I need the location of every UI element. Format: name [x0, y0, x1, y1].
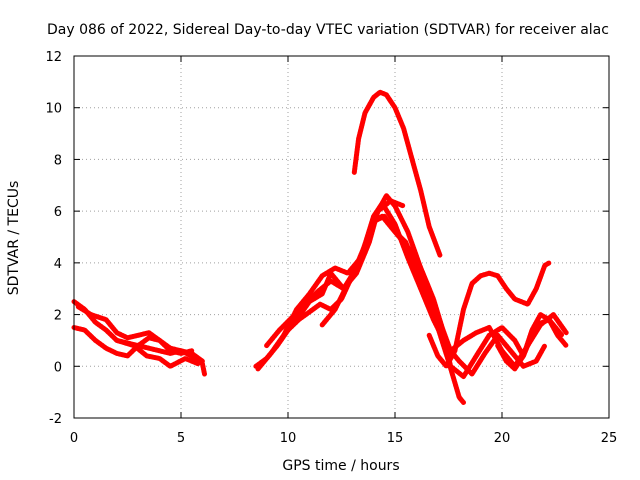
- grid-lines: [74, 56, 609, 418]
- y-tick-label: 10: [45, 102, 62, 117]
- x-tick-label: 25: [601, 431, 618, 446]
- x-axis-label: GPS time / hours: [282, 458, 399, 474]
- series-line-arc-5: [253, 213, 466, 405]
- y-tick-label: 2: [54, 309, 62, 324]
- y-tick-label: 8: [54, 153, 62, 168]
- chart-title: Day 086 of 2022, Sidereal Day-to-day VTE…: [47, 22, 609, 38]
- plot-frame: [73, 55, 610, 419]
- series-line-arc-10: [351, 89, 443, 258]
- series-line-arc-2: [71, 325, 205, 364]
- x-tick-label: 10: [280, 431, 297, 446]
- series-line-arc-3: [75, 304, 195, 356]
- y-tick-labels: -2 0 2 4 6 8 10 12: [45, 50, 62, 427]
- x-tick-label: 15: [387, 431, 404, 446]
- y-tick-label: -2: [49, 412, 62, 427]
- x-tick-labels: 0 5 10 15 20 25: [70, 431, 617, 446]
- y-tick-label: 12: [45, 50, 62, 65]
- y-tick-label: 6: [54, 205, 62, 220]
- y-tick-label: 4: [54, 257, 62, 272]
- series-line-arc-9: [319, 213, 565, 380]
- series-layer: [71, 89, 569, 405]
- series-line-arc-12: [495, 312, 569, 372]
- tick-marks: [73, 55, 610, 419]
- x-tick-label: 0: [70, 431, 78, 446]
- y-tick-label: 0: [54, 360, 62, 375]
- y-axis-label: SDTVAR / TECUs: [6, 181, 22, 296]
- x-tick-label: 5: [177, 431, 185, 446]
- x-tick-label: 20: [494, 431, 511, 446]
- series-line-arc-4: [114, 337, 201, 369]
- series-line-arc-11: [426, 260, 552, 369]
